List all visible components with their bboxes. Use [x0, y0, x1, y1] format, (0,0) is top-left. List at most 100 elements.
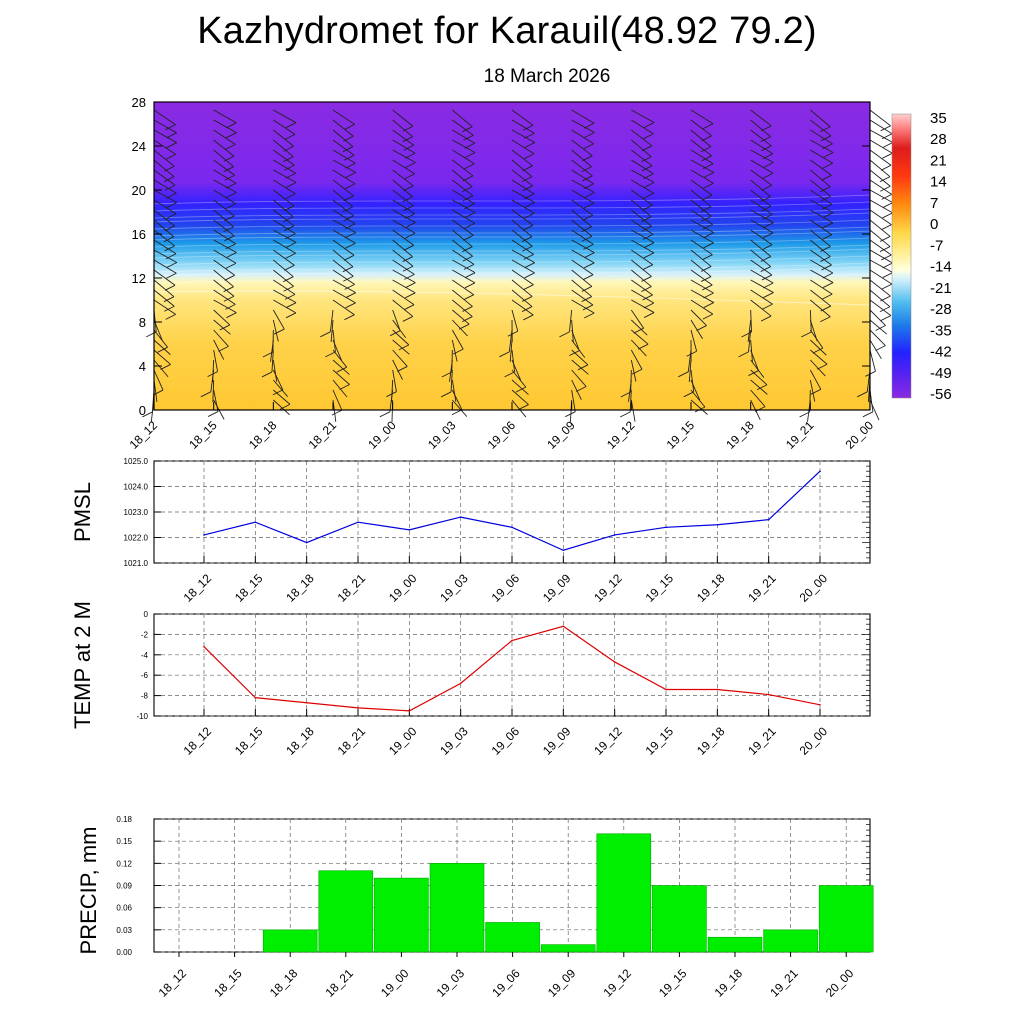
wind-barb [452, 319, 468, 337]
wind-barb-flag [343, 275, 354, 282]
wind-barb-flag [881, 133, 893, 140]
wind-barb-flag [343, 254, 355, 261]
wind-barb [631, 109, 655, 123]
wind-barb [213, 349, 219, 372]
colorbar [891, 113, 912, 399]
wind-barb-flag [397, 366, 408, 372]
wind-barb [332, 369, 350, 385]
wind-barb [330, 319, 334, 342]
wind-barb [810, 189, 833, 205]
wind-barb-flag [463, 294, 474, 301]
wind-barb [153, 199, 177, 215]
wind-barb [631, 199, 652, 218]
wind-barb [392, 299, 414, 317]
y-tick-label: 12 [132, 271, 146, 286]
wind-barb [747, 319, 752, 342]
wind-barb-flag [881, 254, 892, 261]
wind-barb-flag [226, 312, 237, 319]
wind-barb-flag [641, 286, 652, 292]
wind-barb-flag [389, 330, 401, 337]
wind-barb-flag [405, 282, 416, 289]
wind-barb [688, 359, 692, 382]
wind-barb-flag [223, 166, 234, 173]
wind-barb [452, 169, 473, 188]
data-point [357, 521, 359, 523]
wind-barb-flag [225, 262, 237, 269]
wind-barb [153, 109, 176, 126]
wind-barb-flag [582, 214, 593, 221]
wind-barb-flag [523, 314, 534, 321]
wind-barb [631, 209, 652, 227]
wind-barb-flag [760, 196, 771, 203]
wind-barb-flag [284, 293, 296, 300]
wind-barb [810, 129, 833, 145]
wind-barb [272, 369, 284, 391]
wind-barb [690, 239, 713, 256]
wind-barb-flag [875, 325, 886, 331]
wind-barb [690, 329, 698, 352]
wind-barb [750, 349, 759, 371]
wind-barb-flag [700, 276, 712, 282]
wind-barb [332, 339, 342, 361]
wind-barb-flag [223, 295, 235, 302]
wind-barb [690, 389, 706, 408]
wind-barb-flag [261, 371, 273, 378]
wind-barb-flag [879, 246, 891, 252]
wind-barb [509, 339, 513, 362]
wind-barb [272, 309, 285, 330]
wind-barb-flag [642, 264, 653, 271]
wind-barb-flag [345, 292, 356, 299]
wind-barb [392, 329, 410, 346]
wind-barb-flag [633, 327, 644, 334]
wind-barb [511, 369, 527, 388]
wind-barb-flag [822, 152, 834, 158]
wind-barb [392, 239, 413, 258]
data-point [819, 470, 821, 473]
wind-barb [332, 109, 355, 125]
wind-barb-flag [345, 302, 356, 309]
wind-barb [452, 229, 473, 248]
precip-bar [485, 922, 540, 953]
colorbar-label: 35 [930, 110, 947, 127]
x-tick-label: 18_18 [267, 966, 301, 1000]
wind-barb [332, 189, 354, 208]
wind-barb [511, 399, 527, 418]
wind-barb-flag [821, 264, 832, 271]
wind-barb [273, 239, 296, 254]
wind-barb [213, 279, 235, 297]
wind-barb-flag [504, 371, 515, 378]
wind-barb [273, 129, 294, 147]
wind-barb-flag [582, 175, 593, 182]
wind-barb-flag [285, 242, 297, 248]
wind-barb-flag [880, 185, 891, 192]
wind-barb [392, 109, 414, 127]
wind-barb-flag [166, 272, 177, 279]
wind-barb [571, 179, 595, 193]
wind-barb [153, 239, 177, 255]
wind-barb-flag [763, 292, 774, 298]
wind-barb-flag [821, 174, 832, 181]
wind-barb [690, 169, 714, 184]
wind-barb [748, 329, 752, 352]
wind-barb [511, 209, 534, 226]
wind-barb-flag [581, 235, 593, 242]
wind-barb-flag [152, 389, 164, 396]
wind-barb [273, 209, 295, 227]
wind-barb [153, 269, 176, 286]
y-tick-label: 0.12 [116, 859, 132, 868]
wind-barb-flag [882, 142, 894, 148]
wind-barb [810, 179, 831, 197]
wind-barb [690, 219, 714, 234]
wind-barb [869, 169, 891, 187]
wind-barb-flag [701, 215, 712, 222]
wind-barb [452, 109, 473, 128]
wind-barb [272, 319, 279, 342]
wind-barb-flag [462, 316, 473, 322]
wind-barb-flag [643, 242, 655, 249]
wind-barb [273, 269, 294, 287]
wind-barb [273, 149, 295, 166]
wind-barb-flag [583, 312, 595, 319]
wind-barb-flag [344, 123, 355, 130]
x-tick-label: 18_12 [181, 724, 215, 758]
wind-barb-flag [703, 292, 714, 299]
